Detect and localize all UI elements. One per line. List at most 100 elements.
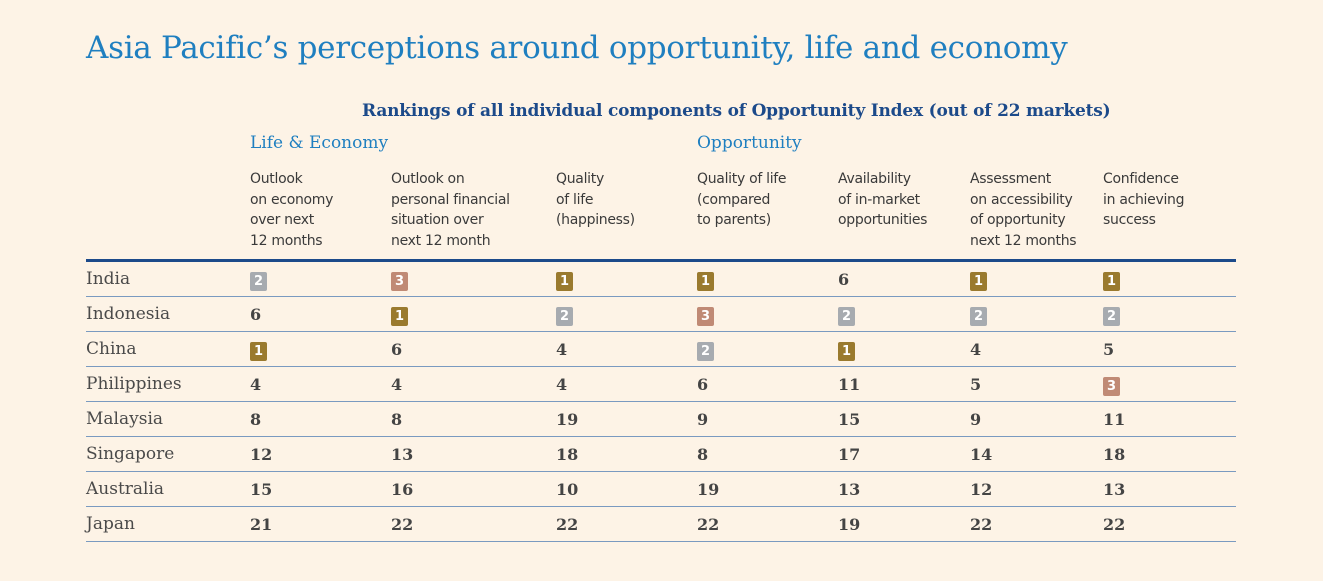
rank-cell: 11 xyxy=(1103,410,1126,429)
country-label: Australia xyxy=(86,479,165,499)
header-divider xyxy=(86,259,1236,262)
rank-cell: 11 xyxy=(838,375,861,394)
rank-cell: 4 xyxy=(250,375,262,394)
rank-cell: 22 xyxy=(697,515,720,534)
rank-cell: 2 xyxy=(970,305,987,326)
column-header-line: opportunities xyxy=(838,212,928,228)
column-header-line: Quality of life xyxy=(697,171,787,187)
column-header: Assessment on accessibility of opportunity… xyxy=(970,169,1077,251)
rank-cell: 22 xyxy=(391,515,414,534)
rank-cell: 2 xyxy=(697,340,714,361)
rank-badge: 1 xyxy=(556,272,573,291)
column-header-line: on accessibility xyxy=(970,191,1073,208)
rank-badge: 2 xyxy=(556,307,573,326)
rank-cell: 17 xyxy=(838,445,861,464)
group-header-opportunity: Opportunity xyxy=(697,133,802,153)
column-header-line: of life xyxy=(556,191,594,208)
column-header-line: 12 months xyxy=(250,232,323,249)
column-header-line: Quality xyxy=(556,171,604,187)
country-label: China xyxy=(86,339,137,359)
column-header: Outlook on personal financial situation ov… xyxy=(391,169,510,251)
rank-cell: 5 xyxy=(970,375,982,394)
rank-cell: 8 xyxy=(697,445,709,464)
column-header: Confidence in achieving success xyxy=(1103,169,1185,231)
column-header-line: Assessment xyxy=(970,171,1051,187)
rank-cell: 6 xyxy=(250,305,262,324)
table-subtitle: Rankings of all individual components of… xyxy=(362,101,1111,121)
rank-badge: 1 xyxy=(697,272,714,291)
rank-cell: 15 xyxy=(250,480,273,499)
rank-badge: 1 xyxy=(970,272,987,291)
rank-cell: 13 xyxy=(838,480,861,499)
rank-cell: 2 xyxy=(1103,305,1120,326)
rank-cell: 4 xyxy=(556,340,568,359)
rank-badge: 1 xyxy=(250,342,267,361)
column-header-line: (compared xyxy=(697,191,771,208)
rank-cell: 2 xyxy=(838,305,855,326)
rank-cell: 19 xyxy=(697,480,720,499)
rank-cell: 4 xyxy=(556,375,568,394)
rank-cell: 4 xyxy=(391,375,403,394)
column-header-line: Outlook xyxy=(250,171,303,187)
rank-badge: 1 xyxy=(391,307,408,326)
rank-cell: 12 xyxy=(970,480,993,499)
rank-cell: 1 xyxy=(250,340,267,361)
rank-cell: 18 xyxy=(1103,445,1126,464)
rank-cell: 1 xyxy=(970,270,987,291)
column-header-line: on economy xyxy=(250,191,334,208)
rank-badge: 1 xyxy=(838,342,855,361)
column-header-line: Confidence xyxy=(1103,171,1179,187)
column-header: Quality of life (compared to parents) xyxy=(697,169,787,231)
rank-badge: 1 xyxy=(1103,272,1120,291)
column-header-line: personal financial xyxy=(391,191,510,208)
rank-cell: 8 xyxy=(391,410,403,429)
rank-cell: 6 xyxy=(697,375,709,394)
rank-cell: 22 xyxy=(556,515,579,534)
rank-cell: 19 xyxy=(838,515,861,534)
rank-badge: 3 xyxy=(391,272,408,291)
country-label: Singapore xyxy=(86,444,175,464)
rank-cell: 13 xyxy=(391,445,414,464)
page-title: Asia Pacific’s perceptions around opport… xyxy=(86,30,1068,66)
column-header-line: over next xyxy=(250,212,314,228)
rank-cell: 1 xyxy=(1103,270,1120,291)
rank-cell: 1 xyxy=(391,305,408,326)
table-row: Philippines 4 4 4 6 11 5 3 xyxy=(86,367,1236,402)
column-header: Availability of in-market opportunities xyxy=(838,169,927,231)
rank-badge: 2 xyxy=(697,342,714,361)
rank-cell: 9 xyxy=(970,410,982,429)
column-header: Quality of life (happiness) xyxy=(556,169,635,231)
column-header-line: situation over xyxy=(391,212,484,228)
country-label: Japan xyxy=(86,514,135,534)
rank-cell: 16 xyxy=(391,480,414,499)
table-row: Indonesia 6 1 2 3 2 2 2 xyxy=(86,297,1236,332)
rank-cell: 1 xyxy=(838,340,855,361)
rank-cell: 10 xyxy=(556,480,579,499)
country-label: Philippines xyxy=(86,374,182,394)
column-header-line: of in-market xyxy=(838,191,920,208)
country-label: Indonesia xyxy=(86,304,171,324)
rank-badge: 2 xyxy=(1103,307,1120,326)
table-row: Australia 15 16 10 19 13 12 13 xyxy=(86,472,1236,507)
column-header-line: next 12 month xyxy=(391,232,491,249)
rank-cell: 9 xyxy=(697,410,709,429)
group-header-life-economy: Life & Economy xyxy=(250,133,389,153)
rank-cell: 1 xyxy=(697,270,714,291)
column-header-line: to parents) xyxy=(697,212,771,228)
column-header-line: success xyxy=(1103,212,1156,228)
rank-badge: 3 xyxy=(697,307,714,326)
column-header-line: next 12 months xyxy=(970,232,1077,249)
rank-badge: 3 xyxy=(1103,377,1120,396)
rank-cell: 14 xyxy=(970,445,993,464)
column-header-line: (happiness) xyxy=(556,212,635,228)
rank-cell: 6 xyxy=(838,270,850,289)
rank-cell: 5 xyxy=(1103,340,1115,359)
country-label: India xyxy=(86,269,131,289)
rank-cell: 3 xyxy=(391,270,408,291)
table-row: Singapore 12 13 18 8 17 14 18 xyxy=(86,437,1236,472)
rank-cell: 12 xyxy=(250,445,273,464)
table-row: Malaysia 8 8 19 9 15 9 11 xyxy=(86,402,1236,437)
rank-badge: 2 xyxy=(250,272,267,291)
rank-cell: 2 xyxy=(250,270,267,291)
column-header-line: of opportunity xyxy=(970,212,1066,228)
